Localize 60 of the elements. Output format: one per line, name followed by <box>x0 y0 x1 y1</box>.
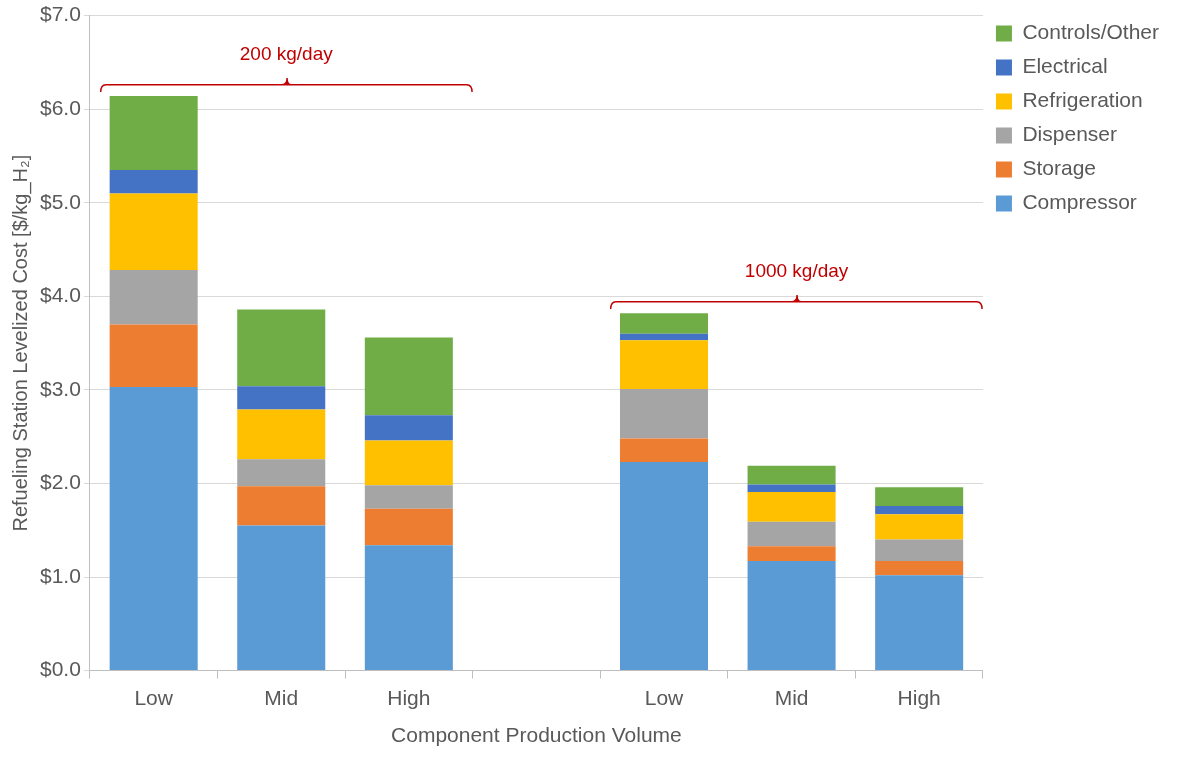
legend-label: Controls/Other <box>1022 20 1160 44</box>
legend-label: Refrigeration <box>1022 88 1143 112</box>
x-tick-label: Low <box>644 686 685 709</box>
bar <box>237 459 326 487</box>
bar <box>747 491 836 522</box>
annotation: 1000 kg/day <box>744 259 849 281</box>
x-axis-title: Component Production Volume <box>391 723 682 747</box>
bar <box>875 575 964 671</box>
x-tick-label: High <box>897 686 941 709</box>
x-tick-label: Mid <box>264 686 299 709</box>
bar <box>237 486 326 526</box>
y-tick-label: $0.0 <box>40 657 81 681</box>
legend-label: Storage <box>1022 156 1097 180</box>
bar <box>619 333 709 341</box>
bar <box>109 96 198 170</box>
bar <box>237 525 326 671</box>
bar <box>364 485 453 509</box>
y-tick-label: $2.0 <box>40 470 81 494</box>
bar <box>364 545 453 671</box>
bar <box>875 514 964 540</box>
bar <box>109 270 198 325</box>
y-tick-label: $3.0 <box>40 376 81 400</box>
annotation: 200 kg/day <box>239 42 334 64</box>
bar <box>747 561 836 671</box>
y-axis-title: Refueling Station Levelized Cost [$/kg_H₂] <box>8 154 32 532</box>
bar <box>619 313 709 334</box>
bar <box>619 340 709 389</box>
bar <box>619 388 709 439</box>
legend-label: Electrical <box>1022 54 1108 78</box>
bar <box>364 415 453 441</box>
x-tick-label: Low <box>134 686 174 709</box>
bar <box>109 169 198 194</box>
y-tick-label: $4.0 <box>40 283 81 307</box>
bar <box>875 487 964 506</box>
bar <box>747 546 836 562</box>
bar <box>237 386 326 410</box>
bar <box>109 387 198 671</box>
bar <box>237 409 326 460</box>
y-tick-label: $6.0 <box>40 95 81 119</box>
bar <box>875 561 964 576</box>
bar <box>619 438 709 462</box>
bar <box>875 505 964 515</box>
bar <box>875 539 964 562</box>
bar <box>237 309 326 387</box>
y-tick-label: $7.0 <box>40 2 81 26</box>
x-tick-label: High <box>387 686 431 709</box>
bar <box>619 461 709 671</box>
bar <box>747 465 836 485</box>
bar <box>109 193 198 271</box>
bar <box>364 440 453 486</box>
legend-label: Compressor <box>1022 190 1137 214</box>
x-tick-label: Mid <box>774 686 809 709</box>
bar <box>364 337 453 416</box>
y-tick-label: $1.0 <box>40 563 81 587</box>
bar <box>747 484 836 492</box>
bar <box>747 521 836 547</box>
legend-label: Dispenser <box>1022 122 1117 146</box>
y-tick-label: $5.0 <box>40 189 81 213</box>
bar <box>364 508 453 546</box>
bar <box>109 324 198 388</box>
